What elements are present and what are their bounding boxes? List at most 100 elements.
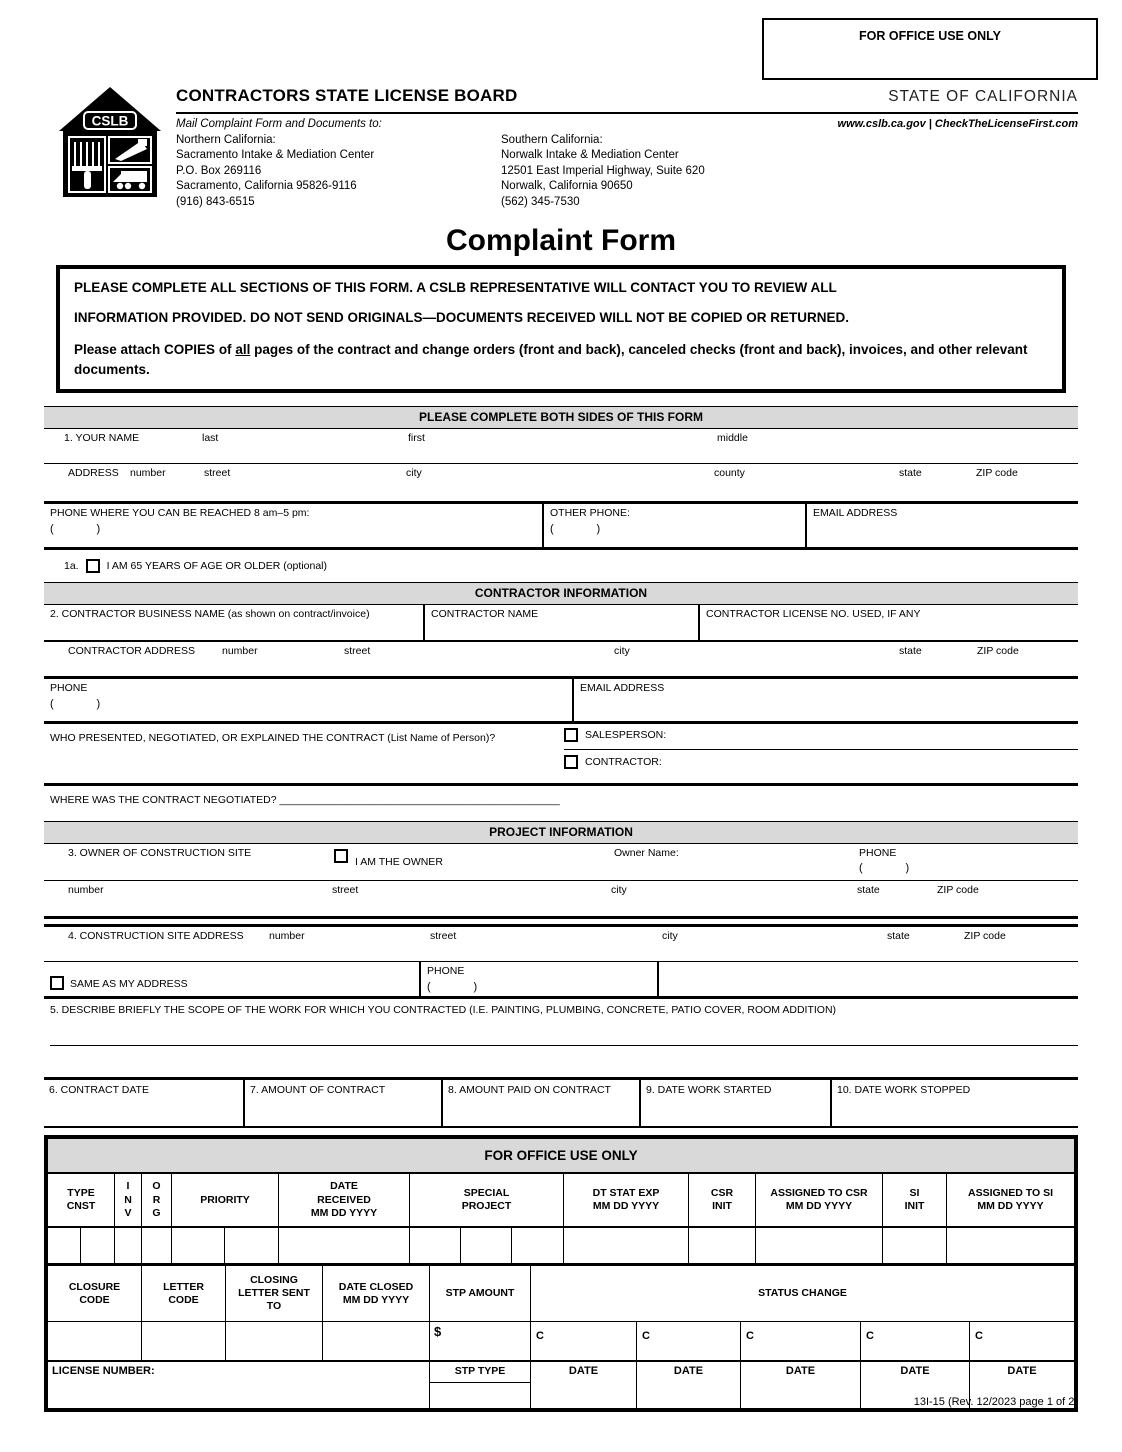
office-blank-cell[interactable]	[48, 1228, 81, 1264]
status-change-cell[interactable]: C	[861, 1322, 970, 1361]
status-change-cell[interactable]: C	[637, 1322, 741, 1361]
where-negotiated-blank[interactable]: ________________________________________…	[279, 794, 560, 807]
stp-type-cell[interactable]: STP TYPE	[430, 1362, 531, 1409]
amount-of-contract-field[interactable]: 7. AMOUNT OF CONTRACT	[245, 1080, 443, 1129]
owner-address-row[interactable]: number street city state ZIP code	[44, 881, 1078, 920]
other-phone-parens: ( )	[550, 523, 601, 536]
contractor-license-field[interactable]: CONTRACTOR LICENSE NO. USED, IF ANY	[700, 605, 1078, 640]
zip-label: ZIP code	[976, 467, 1018, 480]
org-header: O R G	[142, 1174, 172, 1227]
your-address-row[interactable]: ADDRESS number street city county state …	[44, 464, 1078, 505]
who-presented-row: WHO PRESENTED, NEGOTIATED, OR EXPLAINED …	[44, 724, 1078, 787]
contract-date-field[interactable]: 6. CONTRACT DATE	[44, 1080, 245, 1129]
contractor-address-row[interactable]: CONTRACTOR ADDRESS number street city st…	[44, 642, 1078, 680]
north-phone: (916) 843-6515	[176, 195, 255, 208]
city-label: city	[611, 884, 627, 897]
closing-letter-header: CLOSING LETTER SENT TO	[226, 1266, 323, 1322]
state-label: state	[899, 645, 922, 658]
type-cnst-header: TYPE CNST	[48, 1174, 115, 1227]
status-date-cell[interactable]: DATE	[741, 1362, 861, 1409]
office-blank-cell[interactable]	[689, 1228, 756, 1264]
where-negotiated-row[interactable]: WHERE WAS THE CONTRACT NEGOTIATED? _____…	[44, 786, 1078, 821]
phone-reached-field[interactable]: PHONE WHERE YOU CAN BE REACHED 8 am–5 pm…	[44, 504, 544, 548]
contractor-checkbox[interactable]	[564, 755, 578, 770]
office-blank-cell[interactable]	[48, 1322, 142, 1361]
site-phone-field[interactable]: PHONE ( )	[421, 962, 659, 997]
number-label: number	[222, 645, 258, 658]
scope-of-work-row[interactable]: 5. DESCRIBE BRIEFLY THE SCOPE OF THE WOR…	[44, 999, 1078, 1077]
state-label: state	[887, 930, 910, 943]
office-blank-cell[interactable]	[756, 1228, 883, 1264]
i-am-owner-checkbox[interactable]	[334, 849, 348, 864]
office-blank-cell[interactable]	[461, 1228, 512, 1264]
office-blank-cell[interactable]	[115, 1228, 142, 1264]
office-blank-cell[interactable]	[279, 1228, 410, 1264]
office-blank-cell[interactable]	[226, 1322, 323, 1361]
instructions-line-1: PLEASE COMPLETE ALL SECTIONS OF THIS FOR…	[74, 280, 837, 295]
date-work-stopped-field[interactable]: 10. DATE WORK STOPPED	[832, 1080, 1078, 1129]
first-label: first	[408, 432, 425, 445]
age-checkbox[interactable]	[85, 559, 100, 574]
office-blank-cell[interactable]	[323, 1322, 430, 1361]
contractor-name-field[interactable]: CONTRACTOR NAME	[425, 605, 700, 641]
salesperson-checkbox[interactable]	[564, 728, 578, 743]
scope-writing-line[interactable]	[50, 1016, 1078, 1047]
section-bar-contractor-info: CONTRACTOR INFORMATION	[44, 582, 1078, 606]
owner-row[interactable]: 3. OWNER OF CONSTRUCTION SITE I AM THE O…	[44, 844, 1078, 882]
office-blank-cell[interactable]	[512, 1228, 564, 1264]
salesperson-option[interactable]: SALESPERSON:	[564, 728, 1078, 751]
same-address-checkbox[interactable]	[50, 976, 64, 991]
dollar-sign: $	[434, 1324, 442, 1340]
mail-intro: Mail Complaint Form and Documents to:	[176, 118, 382, 130]
contractor-option[interactable]: CONTRACTOR:	[564, 755, 1078, 770]
other-phone-field[interactable]: OTHER PHONE: ( )	[544, 504, 807, 548]
office-blank-cell[interactable]	[410, 1228, 461, 1264]
site-phone-label: PHONE	[427, 965, 465, 978]
status-date-cell[interactable]: DATE	[1007, 1365, 1037, 1378]
for-office-use-box: FOR OFFICE USE ONLY	[762, 18, 1098, 80]
status-change-cell[interactable]: C	[975, 1330, 983, 1343]
office-blank-cell[interactable]	[142, 1322, 226, 1361]
same-address-row: SAME AS MY ADDRESS PHONE ( )	[44, 962, 1078, 1000]
status-date-cell[interactable]: DATE	[531, 1362, 637, 1409]
owner-name-label: Owner Name:	[614, 847, 679, 860]
contractor-phone-email-row: PHONE ( ) EMAIL ADDRESS	[44, 679, 1078, 725]
south-address-line: 12501 East Imperial Highway, Suite 620	[501, 164, 705, 177]
license-number-label: LICENSE NUMBER:	[52, 1365, 155, 1378]
state-label: state	[899, 467, 922, 480]
license-number-cell[interactable]: LICENSE NUMBER:	[48, 1362, 430, 1409]
office-blank-cell[interactable]	[564, 1228, 689, 1264]
status-date-cell[interactable]: DATE	[637, 1362, 741, 1409]
same-address-option[interactable]: SAME AS MY ADDRESS	[44, 962, 421, 997]
office-blank-cell[interactable]	[142, 1228, 172, 1264]
date-received-header: DATE RECEIVED MM DD YYYY	[279, 1174, 410, 1227]
amount-paid-field[interactable]: 8. AMOUNT PAID ON CONTRACT	[443, 1080, 641, 1129]
instructions-attach: Please attach COPIES of all pages of the…	[74, 342, 1028, 377]
office-blank-cell[interactable]	[172, 1228, 225, 1264]
contractor-phone-field[interactable]: PHONE ( )	[44, 679, 574, 722]
priority-header: PRIORITY	[172, 1174, 279, 1227]
stp-amount-header: STP AMOUNT	[430, 1266, 531, 1322]
number-label: number	[130, 467, 166, 480]
street-label: street	[344, 645, 371, 658]
address-label: ADDRESS	[68, 467, 119, 480]
email-field[interactable]: EMAIL ADDRESS	[807, 504, 1078, 547]
status-date-cell[interactable]: DATE	[861, 1362, 970, 1409]
your-name-row[interactable]: 1. YOUR NAME last first middle	[44, 429, 1078, 465]
stp-amount-cell[interactable]: $	[430, 1322, 531, 1361]
south-address-line: Norwalk Intake & Mediation Center	[501, 149, 679, 161]
contractor-business-name-field[interactable]: 2. CONTRACTOR BUSINESS NAME (as shown on…	[44, 605, 425, 641]
street-label: street	[430, 930, 457, 943]
office-blank-cell[interactable]	[947, 1228, 1074, 1263]
office-blank-cell[interactable]	[225, 1228, 279, 1264]
office-blank-cell[interactable]	[883, 1228, 947, 1264]
dt-stat-exp-header: DT STAT EXP MM DD YYYY	[564, 1174, 689, 1227]
status-change-cell[interactable]: C	[531, 1322, 637, 1361]
date-work-started-field[interactable]: 9. DATE WORK STARTED	[641, 1080, 832, 1129]
contractor-email-field[interactable]: EMAIL ADDRESS	[574, 679, 1078, 721]
office-use-table: FOR OFFICE USE ONLY TYPE CNST I N V O R …	[44, 1135, 1078, 1413]
status-change-cell[interactable]: C	[741, 1322, 861, 1361]
site-address-row[interactable]: 4. CONSTRUCTION SITE ADDRESS number stre…	[44, 924, 1078, 963]
office-blank-cell[interactable]	[81, 1228, 115, 1264]
